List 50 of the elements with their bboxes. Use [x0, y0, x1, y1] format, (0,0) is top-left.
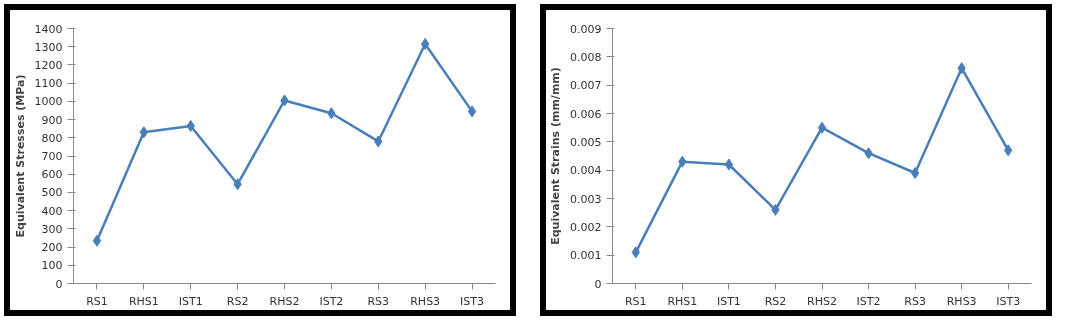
x-tick-label: IST1: [178, 294, 203, 308]
x-tick-label: RS1: [624, 294, 647, 308]
x-tick-label: RS3: [367, 294, 390, 308]
x-tick-label: RHS2: [269, 294, 300, 308]
y-tick-label: 0.006: [570, 107, 602, 121]
x-tick-label: RS2: [226, 294, 249, 308]
y-tick-label: 0.003: [570, 192, 602, 206]
x-tick-label: RHS1: [128, 294, 159, 308]
y-tick-label: 700: [41, 150, 63, 163]
y-tick-label: 900: [41, 113, 63, 127]
y-tick-label: 0: [55, 277, 63, 291]
y-axis-title: Equivalent Stresses (MPa): [13, 74, 27, 238]
x-tick-label: RS2: [764, 294, 787, 308]
y-tick-label: 0.004: [570, 164, 602, 178]
y-tick-label: 1400: [34, 22, 63, 36]
y-tick-label: 0.001: [570, 249, 602, 263]
point: [467, 105, 477, 118]
x-tick-label: IST1: [716, 294, 741, 308]
x-tick-label: RHS2: [807, 294, 837, 308]
y-tick-label: 200: [41, 241, 63, 255]
point: [817, 121, 827, 134]
y-tick-label: 400: [41, 204, 63, 218]
y-tick-label: 300: [41, 222, 63, 236]
x-tick-label: IST2: [319, 294, 344, 308]
x-tick-label: RHS1: [667, 294, 698, 308]
y-tick-label: 0.009: [570, 22, 602, 36]
y-tick-label: 1100: [34, 77, 63, 91]
y-axis-title: Equivalent Strains (mm/mm): [549, 67, 563, 245]
y-tick-label: 0: [594, 277, 602, 291]
y-tick-label: 600: [41, 168, 63, 182]
x-tick-label: IST3: [996, 294, 1021, 308]
x-tick-label: RHS3: [410, 294, 441, 308]
x-tick-label: RS3: [904, 294, 926, 308]
point: [910, 167, 920, 179]
y-tick-label: 100: [41, 259, 63, 273]
y-tick-label: 0.005: [570, 135, 602, 149]
point: [724, 158, 734, 171]
y-tick-label: 1200: [34, 58, 63, 72]
y-tick-label: 1300: [34, 40, 63, 54]
x-tick-label: IST2: [856, 294, 881, 308]
y-tick-label: 0.002: [570, 220, 602, 234]
y-tick-label: 0.007: [570, 79, 602, 93]
y-tick-label: 0.008: [570, 50, 602, 64]
x-tick-label: RHS3: [946, 294, 977, 308]
y-tick-label: 1000: [34, 95, 63, 109]
x-tick-label: RS1: [86, 294, 108, 308]
point: [92, 234, 102, 247]
y-tick-label: 800: [41, 131, 63, 145]
x-tick-label: IST3: [460, 294, 485, 308]
y-tick-label: 500: [41, 186, 63, 200]
